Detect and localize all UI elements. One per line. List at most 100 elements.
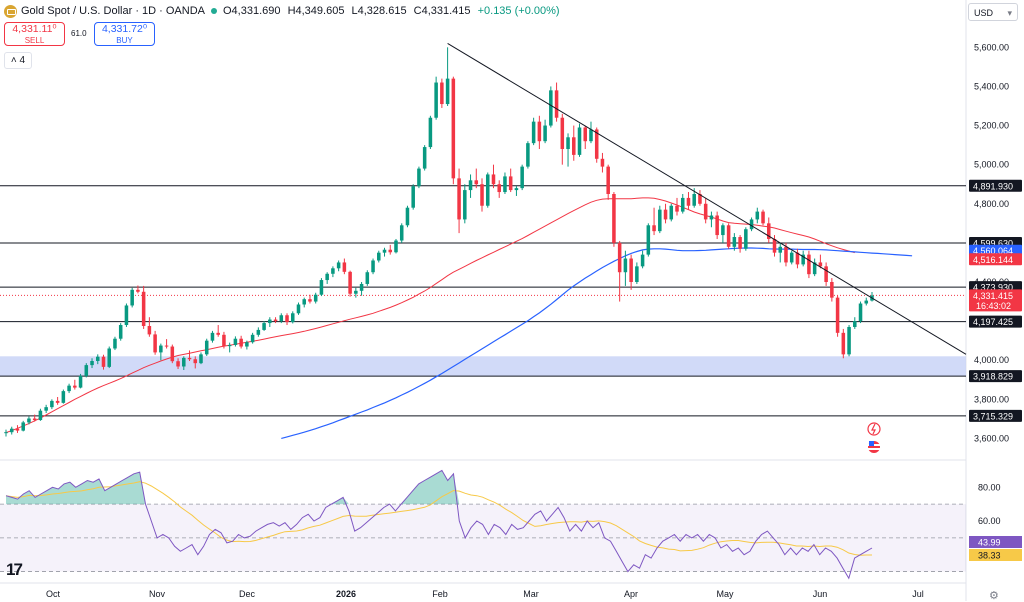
- candle-body: [348, 271, 352, 294]
- candle-body: [90, 361, 94, 366]
- candle-body: [789, 252, 794, 263]
- candle: [663, 203, 668, 224]
- candle-body: [147, 326, 152, 335]
- candle: [640, 250, 645, 269]
- candle: [428, 115, 433, 150]
- gold-symbol-icon: [4, 4, 17, 18]
- candle: [382, 247, 387, 257]
- candle-body: [32, 418, 37, 421]
- candle: [422, 145, 427, 171]
- rsi-current-label: 43.99: [978, 538, 1001, 548]
- rsi-ma-label: 38.33: [978, 551, 1001, 561]
- candle: [474, 168, 479, 189]
- candle: [44, 404, 48, 414]
- candle-body: [38, 410, 43, 421]
- candle-body: [623, 258, 628, 273]
- candle: [629, 254, 633, 290]
- candle-body: [485, 174, 490, 206]
- buy-button[interactable]: 4,331.72⁰ BUY: [94, 22, 155, 46]
- candle-body: [153, 334, 157, 353]
- candle-body: [744, 229, 748, 249]
- candle: [388, 244, 393, 255]
- candle: [325, 272, 329, 284]
- candle: [445, 47, 450, 106]
- candle-body: [663, 209, 668, 220]
- candle: [853, 317, 857, 329]
- indicator-legend-toggle[interactable]: ˄ 4: [4, 52, 32, 69]
- candle-body: [67, 385, 71, 392]
- candle: [572, 125, 576, 161]
- candle: [21, 420, 25, 432]
- candle: [583, 125, 588, 150]
- candle: [176, 358, 180, 370]
- candle-body: [285, 315, 289, 323]
- candle: [531, 117, 536, 146]
- candle-body: [440, 82, 444, 105]
- symbol-title[interactable]: Gold Spot / U.S. Dollar · 1D · OANDA: [21, 5, 205, 17]
- candle-body: [772, 238, 777, 253]
- candle-body: [204, 340, 209, 355]
- level-label-7: 3,918.829: [973, 372, 1013, 382]
- rsi-current-tag: [969, 536, 1022, 548]
- candle: [124, 303, 129, 327]
- candle-body: [669, 205, 674, 220]
- candle-body: [537, 121, 542, 142]
- candle-body: [658, 209, 662, 232]
- candle: [336, 260, 341, 272]
- candle-body: [463, 190, 467, 220]
- candle-body: [417, 168, 421, 187]
- candle-body: [296, 304, 301, 314]
- candle: [554, 82, 559, 122]
- settings-gear-icon[interactable]: ⚙: [989, 590, 999, 602]
- candle: [399, 223, 404, 243]
- candle-body: [130, 289, 134, 306]
- candle: [485, 172, 490, 208]
- candle-body: [55, 400, 60, 403]
- candle-body: [801, 254, 805, 265]
- candle: [153, 330, 157, 355]
- candle: [807, 250, 811, 279]
- candle-body: [778, 246, 783, 253]
- candle: [709, 211, 714, 228]
- candle: [331, 266, 335, 278]
- countdown-label: 16:43:02: [976, 301, 1011, 311]
- candle-body: [451, 78, 456, 179]
- high-value: H4,349.605: [287, 5, 345, 17]
- currency-select[interactable]: USD: [968, 3, 1018, 22]
- candle-body: [709, 215, 714, 220]
- candle: [107, 346, 111, 369]
- candle-body: [61, 391, 66, 403]
- time-tick-label: May: [716, 589, 734, 599]
- candle-body: [686, 197, 691, 206]
- tradingview-logo[interactable]: 17: [6, 560, 23, 579]
- candle-body: [27, 418, 31, 423]
- candle: [348, 270, 352, 297]
- moving-average-slow: [281, 247, 913, 439]
- candle: [73, 379, 77, 390]
- candle: [858, 301, 863, 324]
- candle-body: [21, 422, 25, 431]
- candle: [417, 166, 421, 189]
- candle: [549, 86, 553, 128]
- candle-body: [124, 305, 129, 326]
- candle-body: [313, 294, 318, 302]
- candle-body: [457, 178, 461, 220]
- level-label-2: 4,560.064: [973, 246, 1013, 256]
- candle: [245, 340, 249, 350]
- candle: [411, 184, 415, 210]
- time-tick-label: Jun: [813, 589, 828, 599]
- candle-body: [399, 225, 404, 241]
- candle-body: [549, 90, 553, 126]
- level-label-3: 4,516.144: [973, 255, 1013, 265]
- candle-body: [365, 272, 370, 284]
- candle: [497, 180, 501, 198]
- price-tick-label: 5,200.00: [974, 121, 1009, 131]
- candle: [405, 205, 410, 228]
- candle-body: [572, 137, 576, 155]
- candle: [359, 282, 364, 296]
- sell-button[interactable]: 4,331.11⁰ SELL: [4, 22, 65, 46]
- ohlc-values: O4,331.690 H4,349.605 L4,328.615 C4,331.…: [223, 5, 564, 17]
- candle: [749, 217, 754, 232]
- candle: [394, 238, 398, 254]
